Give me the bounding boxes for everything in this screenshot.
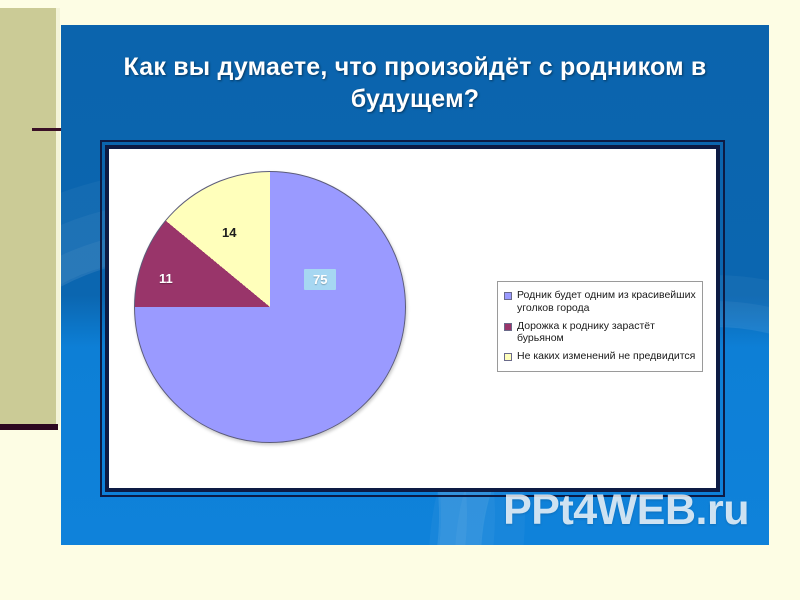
pie-label-slice-3: 14 xyxy=(222,225,237,240)
chart-card: 75 11 14 Родник будет одним из красивейш… xyxy=(100,140,725,497)
legend-swatch-icon xyxy=(504,353,512,362)
legend-item: Не каких изменений не предвидится xyxy=(504,350,696,363)
legend-item-label: Дорожка к роднику зарастёт бурьяном xyxy=(517,319,655,345)
chart-plot-area: 75 11 14 Родник будет одним из красивейш… xyxy=(109,149,716,488)
chart-legend: Родник будет одним из красивейших уголко… xyxy=(497,281,703,372)
band-rule-bottom xyxy=(0,424,58,430)
slide-panel: Как вы думаете, что произойдёт с роднико… xyxy=(61,25,769,545)
legend-swatch-icon xyxy=(504,322,512,331)
legend-item-label: Не каких изменений не предвидится xyxy=(517,350,696,363)
legend-swatch-icon xyxy=(504,292,512,300)
left-band-edge xyxy=(56,8,60,426)
pie-chart: 75 11 14 xyxy=(134,171,424,461)
left-decorative-band xyxy=(0,8,56,426)
pie-disc xyxy=(134,171,406,443)
watermark: PPt4WEB.ru xyxy=(503,486,749,534)
pie-label-slice-2: 11 xyxy=(159,271,173,286)
slide-title: Как вы думаете, что произойдёт с роднико… xyxy=(123,53,707,113)
legend-item: Родник будет одним из красивейших уголко… xyxy=(504,289,696,315)
legend-item-label: Родник будет одним из красивейших уголко… xyxy=(517,289,696,314)
legend-item: Дорожка к роднику зарастёт бурьяном xyxy=(504,320,696,346)
band-rule-top xyxy=(32,128,62,131)
pie-label-slice-1: 75 xyxy=(304,269,337,290)
